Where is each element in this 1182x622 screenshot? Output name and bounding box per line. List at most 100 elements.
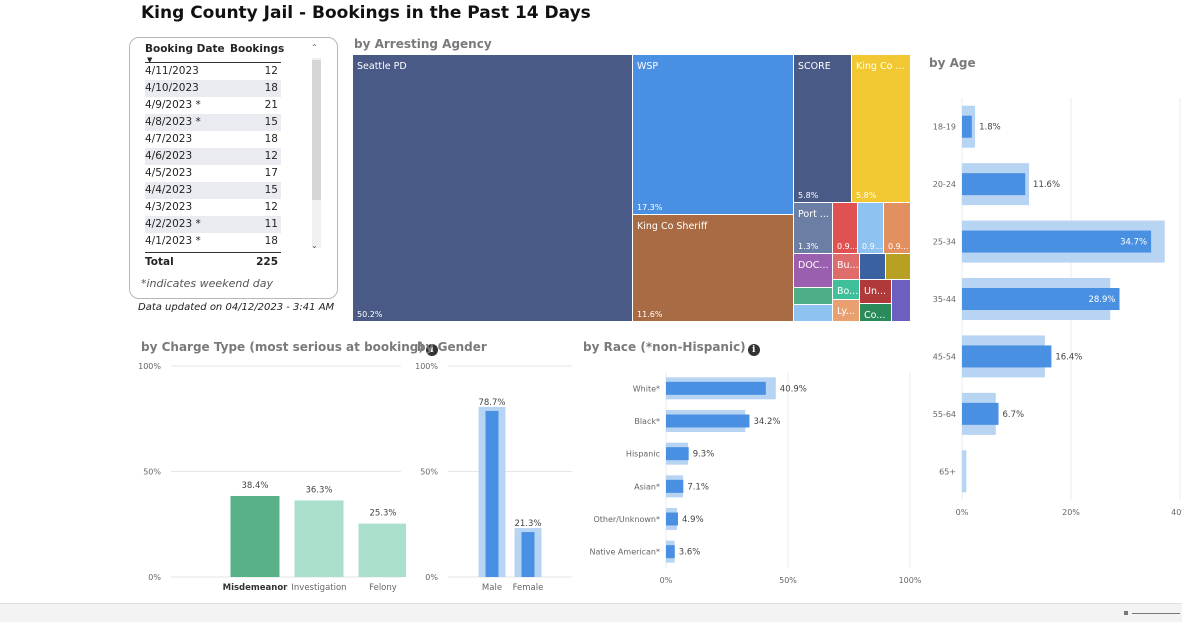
treemap-value: 5.8%	[798, 191, 819, 200]
treemap-node[interactable]	[794, 203, 832, 253]
treemap-node[interactable]	[860, 304, 891, 321]
header-bookings[interactable]: Bookings	[230, 43, 285, 55]
bookings-cell: 18	[264, 82, 278, 94]
y-tick-label: Other/Unknown*	[593, 515, 660, 524]
treemap-node[interactable]	[858, 203, 883, 253]
weekend-note: *indicates weekend day	[141, 277, 274, 290]
treemap-node[interactable]	[633, 55, 793, 214]
total-value: 225	[256, 256, 278, 268]
table-row[interactable]: 4/3/2023 12	[145, 199, 281, 216]
treemap-node[interactable]	[633, 215, 793, 321]
data-label: 36.3%	[305, 485, 332, 495]
bar[interactable]	[666, 512, 678, 526]
table-row[interactable]: 4/8/2023 * 15	[145, 114, 281, 131]
treemap-node[interactable]	[794, 254, 832, 287]
treemap-node[interactable]	[794, 305, 832, 321]
y-tick-label: 0%	[425, 573, 438, 582]
y-tick-label: 18-19	[933, 123, 956, 132]
race-chart[interactable]: 0% 50% 100% White* 40.9% Black* 34.2% Hispanic 9…	[582, 360, 922, 598]
info-icon[interactable]: i	[747, 344, 760, 356]
bar[interactable]	[358, 523, 407, 577]
y-tick-label: 50%	[143, 468, 161, 477]
treemap-node[interactable]	[794, 55, 851, 202]
bar[interactable]	[962, 345, 1052, 368]
data-label: 40.9%	[780, 384, 807, 394]
bar[interactable]	[962, 230, 1152, 253]
bar[interactable]	[666, 479, 684, 493]
table-row[interactable]: 4/2/2023 * 11	[145, 216, 281, 233]
bar[interactable]	[666, 381, 766, 395]
treemap-node[interactable]	[833, 300, 859, 321]
treemap-node[interactable]	[886, 254, 910, 279]
table-row[interactable]: 4/5/2023 17	[145, 165, 281, 182]
treemap-node[interactable]	[884, 203, 910, 253]
table-row[interactable]: 4/11/2023 12	[145, 63, 281, 80]
info-icon[interactable]: i	[425, 344, 438, 356]
table-row[interactable]: 4/10/2023 18	[145, 80, 281, 97]
bar[interactable]	[962, 402, 999, 425]
bar[interactable]	[485, 410, 499, 577]
bar[interactable]	[294, 500, 344, 577]
treemap-label: King Co Sheriff	[637, 221, 708, 232]
x-tick-label: 40%	[1171, 508, 1182, 517]
y-tick-label: 100%	[138, 362, 161, 371]
table-row[interactable]: 4/4/2023 15	[145, 182, 281, 199]
bar[interactable]	[962, 173, 1026, 196]
bar[interactable]	[962, 115, 972, 138]
treemap-node[interactable]	[860, 280, 891, 303]
bookings-cell: 21	[264, 99, 278, 111]
data-label: 7.1%	[687, 482, 709, 492]
table-row[interactable]: 4/7/2023 18	[145, 131, 281, 148]
agency-treemap[interactable]: Seattle PD 50.2% WSP 17.3% King Co Sheriff 11…	[353, 55, 910, 321]
treemap-node[interactable]	[353, 55, 632, 321]
treemap-node[interactable]	[833, 280, 859, 299]
treemap-label: King Co ...	[856, 61, 904, 72]
treemap-label: Bu...	[837, 260, 859, 271]
scroll-down-icon[interactable]: ⌄	[311, 241, 318, 250]
table-row[interactable]: 4/6/2023 12	[145, 148, 281, 165]
bookings-cell: 12	[264, 65, 278, 77]
bar[interactable]	[666, 545, 675, 559]
total-label: Total	[145, 256, 174, 268]
booking-date-cell: 4/10/2023	[145, 82, 199, 94]
bookings-cell: 12	[264, 150, 278, 162]
x-tick-label: Female	[513, 583, 544, 593]
data-updated-text: Data updated on 04/12/2023 - 3:41 AM	[138, 302, 335, 313]
charge-type-chart[interactable]: 0% 50% 100% 38.4% Misdemeanor 36.3% Investigat…	[136, 358, 406, 598]
treemap-node[interactable]	[794, 288, 832, 304]
bar[interactable]	[230, 495, 280, 577]
age-chart[interactable]: 0% 20% 40% 18-19 1.8% 20-24 11.6% 25-34 34.7% 35-…	[925, 80, 1182, 538]
table-row[interactable]: 4/9/2023 * 21	[145, 97, 281, 114]
treemap-node[interactable]	[833, 254, 859, 279]
table-total-row: Total 225	[145, 252, 281, 270]
treemap-node[interactable]	[860, 254, 885, 279]
y-tick-label: 0%	[148, 573, 161, 582]
bar[interactable]	[962, 288, 1120, 310]
gender-chart[interactable]: 0% 50% 100% 78.7% Male 21.3% Female	[412, 358, 572, 598]
y-tick-label: 55-64	[933, 410, 956, 419]
bookings-table-card: Booking Date ▼ Bookings 4/11/2023 12 4/10/…	[129, 37, 338, 299]
header-booking-date[interactable]: Booking Date ▼	[145, 43, 225, 64]
data-label: 1.8%	[979, 123, 1001, 133]
table-row[interactable]: 4/1/2023 * 18	[145, 233, 281, 250]
y-tick-label: 50%	[420, 468, 438, 477]
scrollbar[interactable]	[312, 58, 321, 248]
scrollbar-thumb[interactable]	[312, 60, 321, 200]
charge-chart-title: by Charge Type (most serious at booking)…	[141, 340, 438, 356]
bar[interactable]	[521, 532, 535, 577]
bar[interactable]	[666, 414, 750, 428]
scroll-up-icon[interactable]: ⌃	[311, 43, 318, 52]
booking-date-cell: 4/6/2023	[145, 150, 193, 162]
zoom-slider[interactable]	[1132, 613, 1180, 614]
bar[interactable]	[666, 447, 689, 461]
x-tick-label: 0%	[956, 508, 969, 517]
data-label: 9.3%	[693, 450, 715, 460]
table-header: Booking Date ▼ Bookings	[145, 41, 285, 64]
treemap-node[interactable]	[833, 203, 857, 253]
treemap-node[interactable]	[852, 55, 910, 202]
x-tick-label: 0%	[660, 576, 673, 585]
data-label: 34.2%	[753, 417, 780, 427]
treemap-node[interactable]	[892, 280, 910, 321]
bookings-cell: 15	[264, 116, 278, 128]
y-tick-label: 20-24	[933, 180, 956, 189]
